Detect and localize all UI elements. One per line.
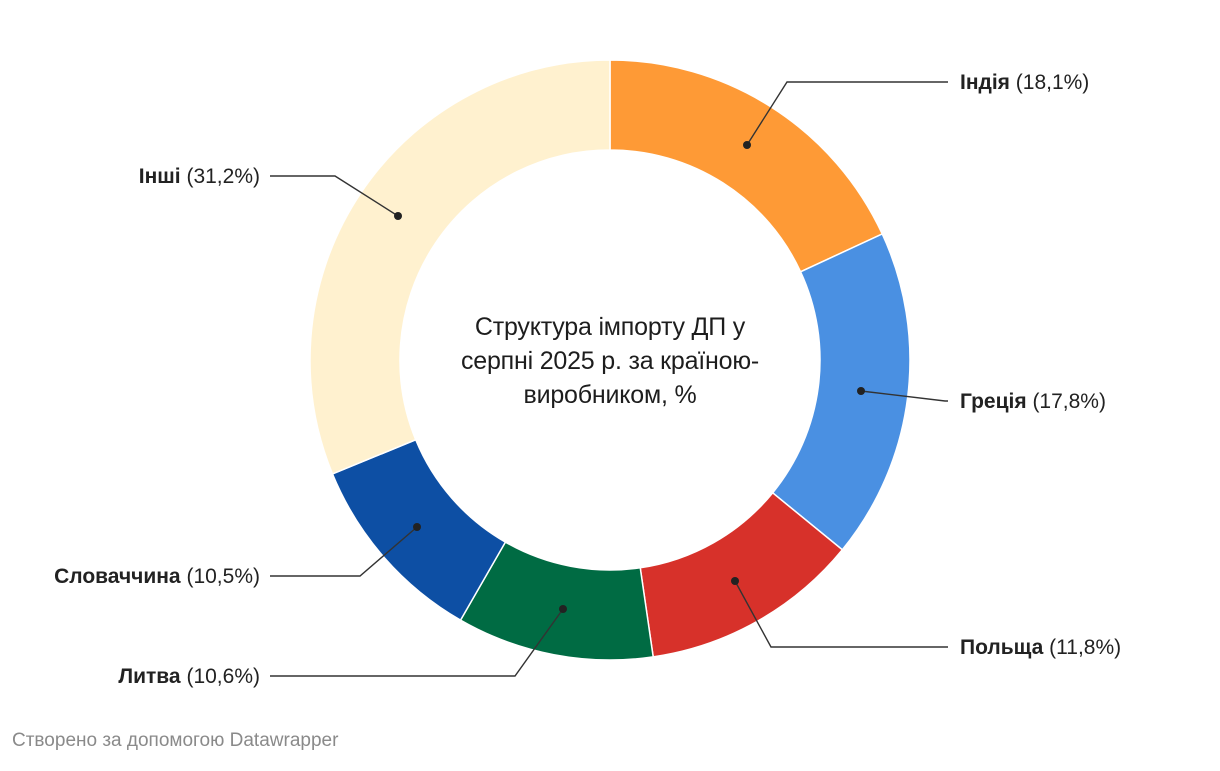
slice-label-value-1: (18,1%) bbox=[1010, 71, 1089, 94]
donut-slice-1[interactable] bbox=[609, 59, 884, 273]
slice-label-4: Литва (10,6%) bbox=[118, 665, 260, 688]
leader-dot-5 bbox=[413, 523, 421, 531]
chart-title-line-3: виробником, % bbox=[523, 381, 697, 409]
leader-line-2 bbox=[860, 390, 948, 402]
leader-line-6 bbox=[270, 175, 399, 217]
slice-label-name-4: Литва bbox=[118, 665, 181, 688]
slice-label-value-3: (11,8%) bbox=[1043, 636, 1121, 659]
leader-line-1 bbox=[746, 81, 948, 146]
slice-label-value-2: (17,8%) bbox=[1027, 390, 1106, 413]
slice-label-name-1: Індія bbox=[960, 71, 1010, 94]
footer-credit[interactable]: Створено за допомогою Datawrapper bbox=[12, 730, 339, 751]
chart-title: Структура імпорту ДП у серпні 2025 р. за… bbox=[420, 310, 800, 412]
leader-dot-3 bbox=[731, 577, 739, 585]
slice-label-value-4: (10,6%) bbox=[181, 665, 260, 688]
slice-label-3: Польща (11,8%) bbox=[960, 636, 1121, 659]
leader-dot-6 bbox=[394, 212, 402, 220]
chart-title-line-1: Структура імпорту ДП у bbox=[474, 313, 746, 341]
slice-label-5: Словаччина (10,5%) bbox=[54, 565, 260, 588]
leader-line-5 bbox=[270, 526, 418, 577]
slice-label-name-3: Польща bbox=[960, 636, 1044, 659]
leader-line-4 bbox=[270, 608, 564, 677]
slice-label-name-5: Словаччина bbox=[54, 565, 181, 588]
donut-slice-6[interactable] bbox=[309, 59, 611, 475]
slice-label-6: Інші (31,2%) bbox=[139, 165, 260, 188]
leader-dot-2 bbox=[857, 387, 865, 395]
leader-dot-1 bbox=[743, 141, 751, 149]
chart-title-line-2: серпні 2025 р. за країною- bbox=[460, 347, 760, 375]
slice-label-value-6: (31,2%) bbox=[181, 165, 260, 188]
slice-label-value-5: (10,5%) bbox=[181, 565, 260, 588]
leader-line-3 bbox=[734, 580, 948, 648]
slice-label-name-6: Інші bbox=[139, 165, 181, 188]
slice-label-2: Греція (17,8%) bbox=[960, 390, 1106, 413]
slice-label-1: Індія (18,1%) bbox=[960, 71, 1089, 94]
slice-label-name-2: Греція bbox=[960, 390, 1027, 413]
leader-dot-4 bbox=[559, 605, 567, 613]
